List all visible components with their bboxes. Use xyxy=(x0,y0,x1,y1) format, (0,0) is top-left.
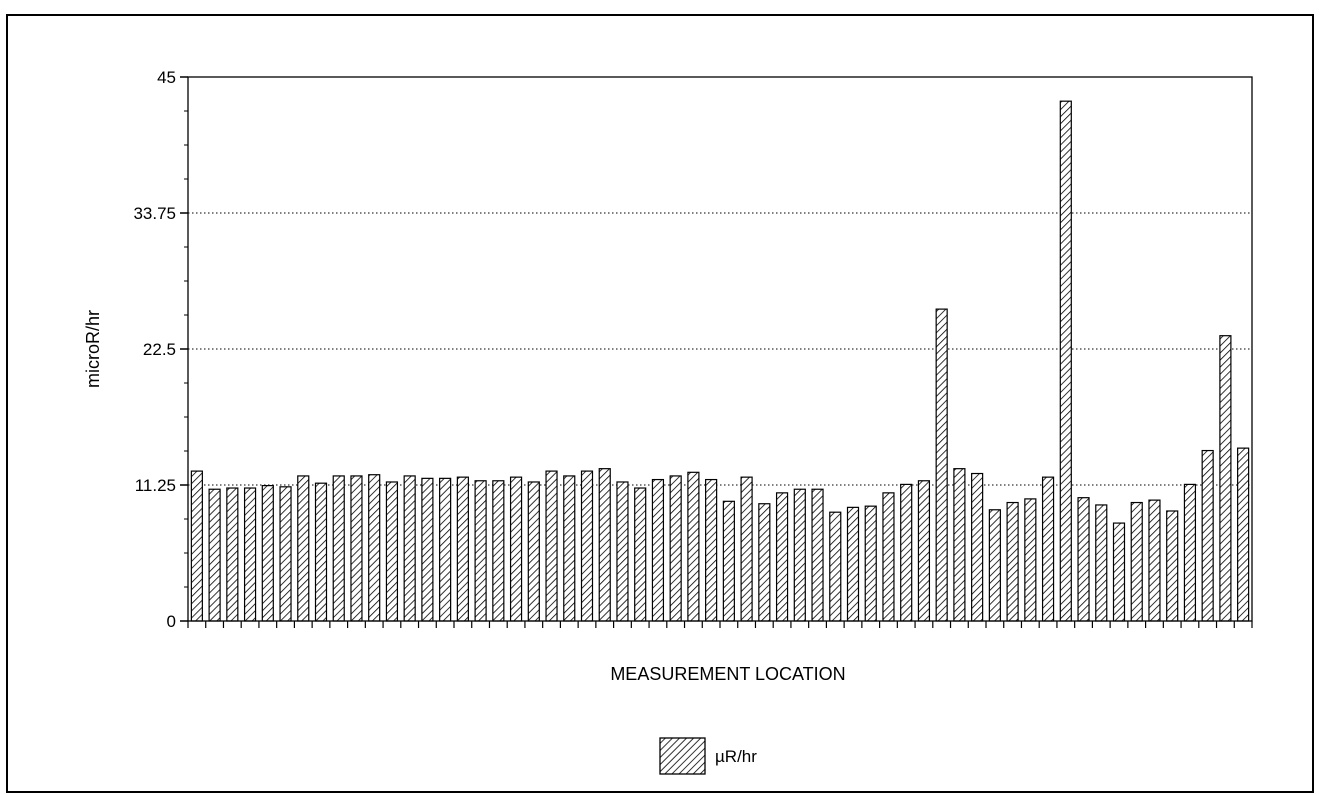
bar xyxy=(651,478,665,622)
y-tick-label: 22.5 xyxy=(143,340,176,359)
bar xyxy=(492,480,505,622)
bar xyxy=(1219,335,1232,622)
bar xyxy=(775,492,789,622)
bar xyxy=(598,468,611,622)
legend-label: µR/hr xyxy=(715,747,757,766)
bar xyxy=(722,500,735,622)
bar xyxy=(261,485,274,622)
bar xyxy=(439,477,452,622)
bar xyxy=(1041,476,1055,622)
bar xyxy=(226,487,239,622)
bar xyxy=(1059,100,1072,622)
legend-swatch xyxy=(659,737,706,775)
bar xyxy=(279,486,292,622)
bar xyxy=(509,476,523,622)
bar xyxy=(421,477,434,622)
bar xyxy=(1237,447,1250,622)
bar-chart: 0 11.25 22.5 33.75 45 MEASUREMENT LOCATION mic… xyxy=(83,68,1253,775)
bar xyxy=(953,468,966,622)
bar xyxy=(705,478,718,622)
bar xyxy=(368,474,381,622)
bar xyxy=(527,481,540,622)
bar xyxy=(687,471,700,622)
bar xyxy=(1095,504,1108,622)
bar xyxy=(1130,501,1143,622)
bar xyxy=(1166,510,1179,622)
bar xyxy=(580,470,594,622)
bar xyxy=(793,488,806,622)
bar xyxy=(1077,497,1090,622)
y-tick-label: 11.25 xyxy=(135,476,176,495)
bar xyxy=(350,475,363,622)
y-axis-title: microR/hr xyxy=(83,310,103,388)
bar xyxy=(297,475,310,622)
bar xyxy=(1183,483,1197,622)
bar xyxy=(669,475,682,622)
y-tick-label: 45 xyxy=(157,68,176,87)
bar xyxy=(1201,449,1214,622)
bar xyxy=(1112,522,1126,622)
chart-frame: 0 11.25 22.5 33.75 45 MEASUREMENT LOCATION mic… xyxy=(6,14,1314,793)
bar xyxy=(208,488,221,622)
y-tick-label: 33.75 xyxy=(133,204,176,223)
bar xyxy=(545,470,558,622)
bar xyxy=(758,503,771,622)
bar xyxy=(385,481,399,622)
bar xyxy=(740,476,753,622)
bar xyxy=(616,481,629,622)
bar xyxy=(243,487,257,622)
bar xyxy=(190,470,203,622)
bar xyxy=(864,505,877,622)
bar xyxy=(935,308,948,622)
bar xyxy=(917,480,931,622)
bar xyxy=(988,509,1001,622)
y-tick-label: 0 xyxy=(167,612,176,631)
bar xyxy=(900,483,913,622)
bar xyxy=(829,511,842,622)
bar xyxy=(971,472,984,622)
x-axis-title: MEASUREMENT LOCATION xyxy=(610,664,845,684)
bar xyxy=(882,492,895,622)
bar xyxy=(1024,498,1037,622)
bar xyxy=(1148,499,1161,622)
bar xyxy=(456,476,469,622)
bar xyxy=(846,506,860,622)
bar xyxy=(474,480,487,622)
bar xyxy=(332,475,345,622)
bar xyxy=(563,475,576,622)
bar xyxy=(403,475,416,622)
bar xyxy=(811,488,824,622)
bar xyxy=(314,482,328,622)
bar xyxy=(1006,501,1019,622)
bar xyxy=(634,487,647,622)
